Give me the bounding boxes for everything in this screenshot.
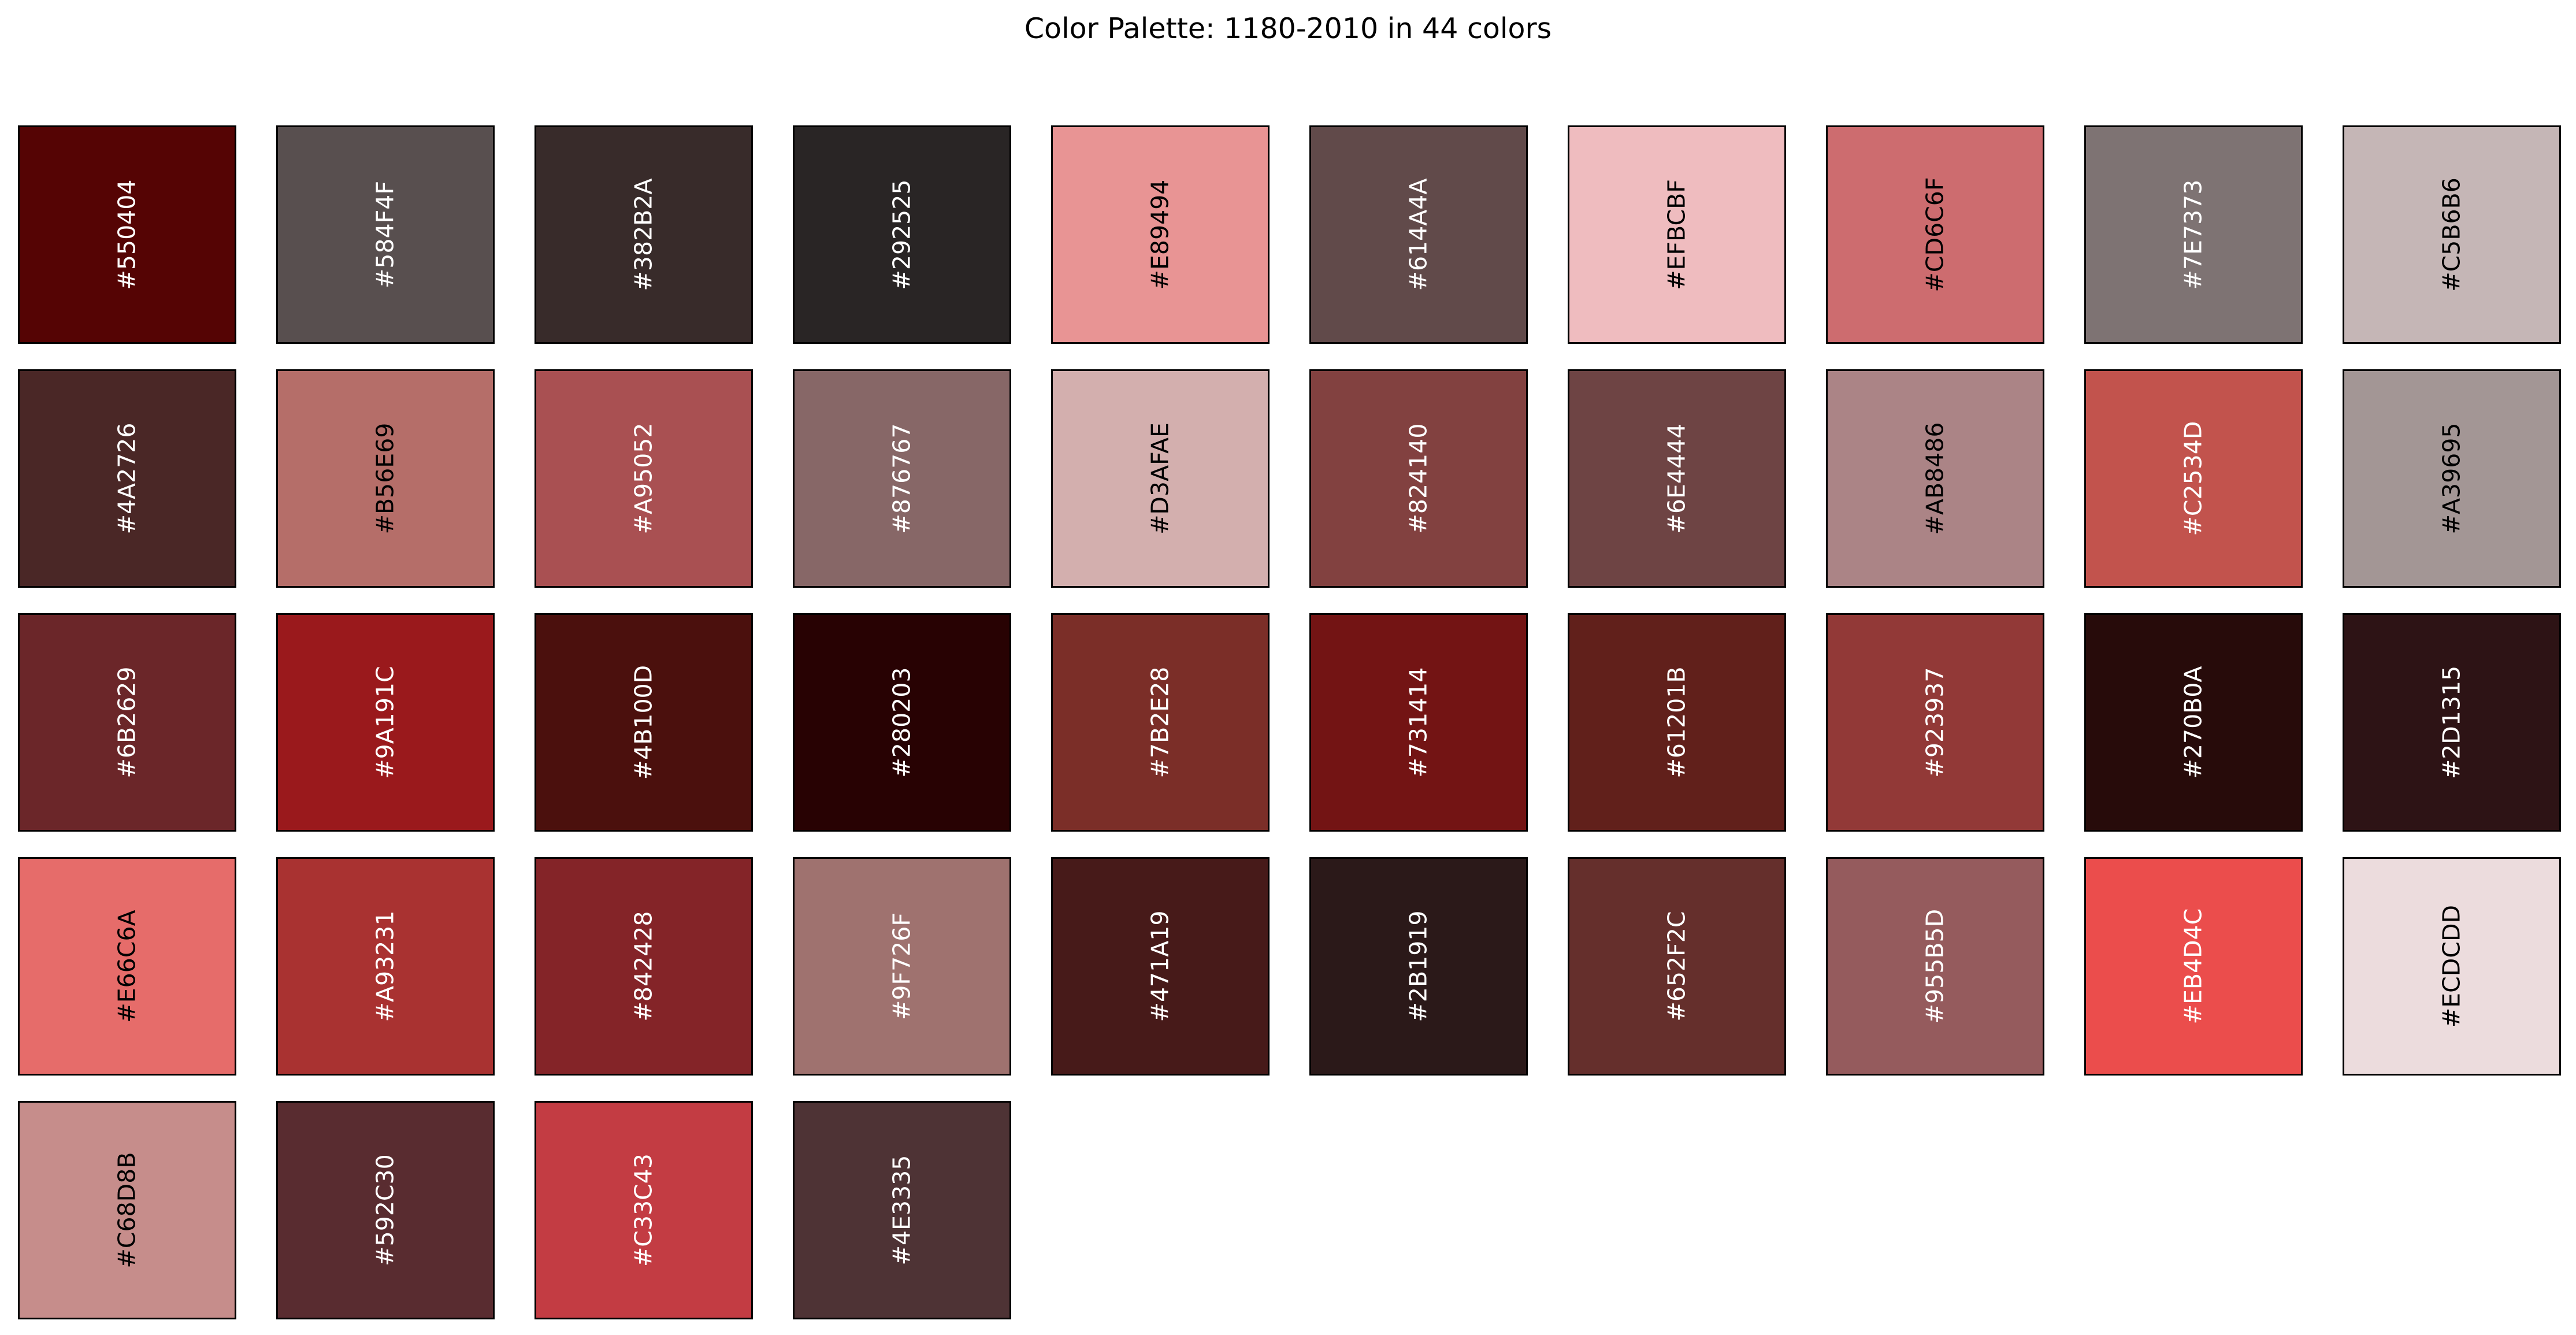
color-swatch-label: #382B2A — [629, 178, 658, 291]
color-swatch-label: #2D1315 — [2437, 665, 2466, 780]
color-swatch: #EB4D4C — [2084, 857, 2303, 1076]
color-swatch: #923937 — [1826, 613, 2044, 832]
color-swatch: #7B2E28 — [1051, 613, 1270, 832]
color-swatch: #550404 — [18, 125, 236, 344]
color-swatch-label: #C33C43 — [629, 1154, 658, 1267]
color-swatch: #955B5D — [1826, 857, 2044, 1076]
color-swatch-label: #AB8486 — [1921, 422, 1949, 535]
color-swatch-label: #EB4D4C — [2179, 908, 2207, 1025]
color-swatch-label: #6E4444 — [1662, 423, 1691, 534]
color-swatch: #C68D8B — [18, 1101, 236, 1319]
color-swatch: #B56E69 — [276, 369, 495, 588]
color-swatch: #E66C6A — [18, 857, 236, 1076]
color-swatch-label: #4A2726 — [113, 422, 141, 535]
color-swatch-label: #E66C6A — [113, 910, 141, 1023]
color-swatch: #382B2A — [534, 125, 753, 344]
color-swatch-label: #B56E69 — [371, 422, 399, 535]
color-swatch: #280203 — [793, 613, 1011, 832]
color-swatch: #471A19 — [1051, 857, 1270, 1076]
color-swatch-label: #A93231 — [371, 910, 399, 1022]
color-swatch: #4A2726 — [18, 369, 236, 588]
color-swatch: #584F4F — [276, 125, 495, 344]
color-swatch: #7E7373 — [2084, 125, 2303, 344]
color-swatch-label: #584F4F — [371, 181, 399, 288]
color-swatch-label: #955B5D — [1921, 908, 1949, 1024]
color-swatch-label: #EFBCBF — [1662, 179, 1691, 290]
color-swatch-label: #592C30 — [371, 1154, 399, 1266]
color-swatch: #C2534D — [2084, 369, 2303, 588]
color-swatch: #A95052 — [534, 369, 753, 588]
color-swatch-label: #E89494 — [1146, 179, 1174, 290]
color-swatch-label: #824140 — [1404, 423, 1432, 534]
color-swatch-label: #280203 — [888, 667, 916, 778]
color-swatch-label: #652F2C — [1662, 911, 1691, 1022]
color-swatch: #270B0A — [2084, 613, 2303, 832]
color-swatch-label: #C5B6B6 — [2437, 177, 2466, 292]
color-swatch-label: #270B0A — [2179, 666, 2207, 779]
color-swatch: #AB8486 — [1826, 369, 2044, 588]
color-swatch: #876767 — [793, 369, 1011, 588]
color-swatch: #292525 — [793, 125, 1011, 344]
color-swatch: #A93231 — [276, 857, 495, 1076]
color-swatch: #EFBCBF — [1568, 125, 1786, 344]
color-swatch-label: #C2534D — [2179, 421, 2207, 536]
color-swatch: #9A191C — [276, 613, 495, 832]
color-swatch-label: #731414 — [1404, 667, 1432, 778]
color-swatch-label: #4E3335 — [888, 1155, 916, 1266]
color-swatch-label: #6B2629 — [113, 666, 141, 778]
color-swatch: #842428 — [534, 857, 753, 1076]
color-swatch: #4E3335 — [793, 1101, 1011, 1319]
color-swatch: #2B1919 — [1309, 857, 1528, 1076]
color-swatch: #CD6C6F — [1826, 125, 2044, 344]
color-swatch: #D3AFAE — [1051, 369, 1270, 588]
color-swatch-label: #876767 — [888, 423, 916, 534]
color-swatch: #E89494 — [1051, 125, 1270, 344]
chart-title: Color Palette: 1180-2010 in 44 colors — [1024, 12, 1552, 45]
color-swatch-label: #471A19 — [1146, 910, 1174, 1022]
color-swatch-label: #CD6C6F — [1921, 177, 1949, 292]
color-swatch-label: #7B2E28 — [1146, 666, 1174, 778]
color-swatch: #4B100D — [534, 613, 753, 832]
color-swatch-label: #550404 — [113, 179, 141, 290]
color-swatch: #614A4A — [1309, 125, 1528, 344]
color-swatch: #6E4444 — [1568, 369, 1786, 588]
color-swatch: #652F2C — [1568, 857, 1786, 1076]
color-swatch-label: #61201B — [1662, 666, 1691, 778]
color-swatch: #2D1315 — [2343, 613, 2561, 832]
color-swatch: #ECDCDD — [2343, 857, 2561, 1076]
color-swatch-label: #842428 — [629, 911, 658, 1022]
color-swatch-label: #C68D8B — [113, 1152, 141, 1269]
color-swatch: #C33C43 — [534, 1101, 753, 1319]
color-swatch: #6B2629 — [18, 613, 236, 832]
color-swatch: #C5B6B6 — [2343, 125, 2561, 344]
color-swatch-label: #D3AFAE — [1146, 422, 1174, 535]
color-swatch-label: #923937 — [1921, 667, 1949, 778]
color-swatch: #824140 — [1309, 369, 1528, 588]
color-swatch: #592C30 — [276, 1101, 495, 1319]
color-swatch: #9F726F — [793, 857, 1011, 1076]
color-swatch: #61201B — [1568, 613, 1786, 832]
color-swatch: #731414 — [1309, 613, 1528, 832]
color-swatch-label: #614A4A — [1404, 178, 1432, 291]
color-swatch-label: #9F726F — [888, 913, 916, 1020]
color-swatch-label: #7E7373 — [2179, 179, 2207, 290]
color-swatch-label: #292525 — [888, 179, 916, 290]
color-swatch-label: #A95052 — [629, 422, 658, 535]
color-swatch-label: #2B1919 — [1404, 910, 1432, 1022]
color-swatch-label: #9A191C — [371, 666, 399, 779]
color-swatch: #A39695 — [2343, 369, 2561, 588]
color-swatch-label: #ECDCDD — [2437, 904, 2466, 1028]
color-swatch-label: #A39695 — [2437, 422, 2466, 535]
color-swatch-label: #4B100D — [629, 665, 658, 780]
